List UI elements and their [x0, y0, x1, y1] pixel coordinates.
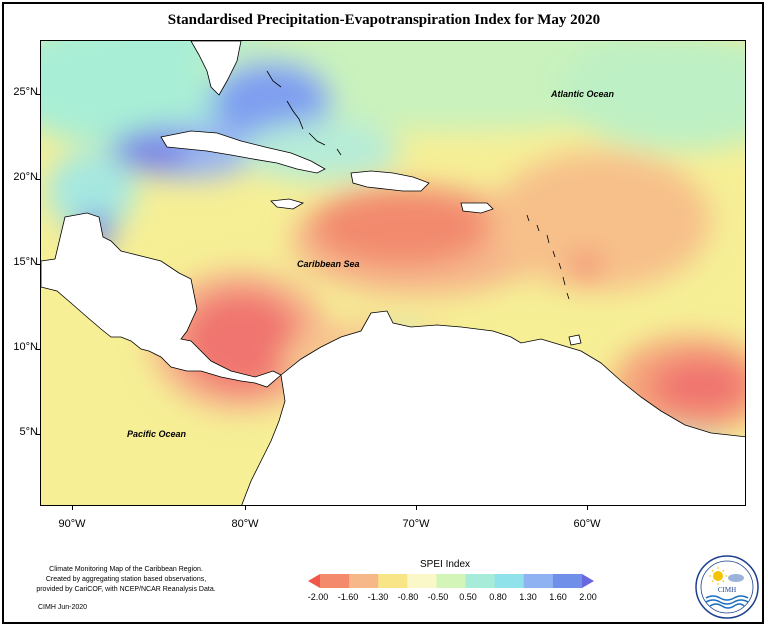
- footnote-date: CIMH Jun-2020: [38, 604, 88, 611]
- lon-tick: [416, 506, 417, 510]
- footnote-line: provided by CariCOF, with NCEP/NCAR Rean…: [36, 586, 216, 593]
- lon-tick: [72, 506, 73, 510]
- legend-tick-label: -1.60: [337, 592, 359, 602]
- legend-tick-label: 2.00: [579, 592, 597, 602]
- legend-swatch: [349, 574, 379, 588]
- legend-swatch: [523, 574, 554, 588]
- lat-tick: [36, 349, 40, 350]
- legend-tick-labels: -2.00 -1.60 -1.30 -0.80 -0.50 0.50 0.80 1.30 1.6…: [308, 592, 597, 604]
- legend-tick-label: -1.30: [367, 592, 389, 602]
- lat-tick: [36, 434, 40, 435]
- lon-tick: [587, 506, 588, 510]
- legend-swatch: [494, 574, 525, 588]
- lat-label-15n: 15°N: [13, 256, 38, 268]
- lon-label-60w: 60°W: [573, 518, 601, 530]
- lat-tick: [36, 94, 40, 95]
- legend-swatch: [320, 574, 350, 588]
- legend-tick-label: 1.60: [549, 592, 567, 602]
- legend-tick-label: -2.00: [307, 592, 329, 602]
- lon-label-70w: 70°W: [402, 518, 430, 530]
- atlantic-ocean-label: Atlantic Ocean: [551, 89, 615, 99]
- lat-label-20n: 20°N: [13, 171, 38, 183]
- footnote: Climate Monitoring Map of the Caribbean …: [16, 565, 236, 595]
- legend-tick-label: -0.80: [397, 592, 419, 602]
- pacific-ocean-label: Pacific Ocean: [127, 429, 187, 439]
- lat-label-5n: 5°N: [19, 426, 38, 438]
- caribbean-sea-label: Caribbean Sea: [297, 259, 360, 269]
- legend-swatch: [552, 574, 583, 588]
- logo-text: CIMH: [718, 586, 736, 594]
- legend-swatch: [378, 574, 408, 588]
- lat-label-10n: 10°N: [13, 341, 38, 353]
- legend-swatch: [407, 574, 437, 588]
- legend-arrow-low: [308, 574, 320, 588]
- legend-swatch: [436, 574, 467, 588]
- lon-label-90w: 90°W: [58, 518, 86, 530]
- lon-label-80w: 80°W: [231, 518, 259, 530]
- legend-swatch: [465, 574, 496, 588]
- legend-colorbar: [308, 574, 594, 588]
- legend-tick-label: 0.50: [459, 592, 477, 602]
- legend-title: SPEI Index: [420, 559, 471, 570]
- legend-swatches: [308, 574, 594, 588]
- spei-field: [41, 41, 745, 505]
- legend-arrow-high: [582, 574, 594, 588]
- footnote-line: Climate Monitoring Map of the Caribbean …: [49, 566, 203, 573]
- legend-tick-label: 1.30: [519, 592, 537, 602]
- cimh-logo: CIMH: [695, 555, 759, 619]
- lon-tick: [245, 506, 246, 510]
- lat-tick: [36, 179, 40, 180]
- spei-map: Atlantic Ocean Caribbean Sea Pacific Oce…: [40, 40, 746, 506]
- footnote-line: Created by aggregating station based obs…: [45, 576, 207, 583]
- legend-tick-label: -0.50: [427, 592, 449, 602]
- map-title: Standardised Precipitation-Evapotranspir…: [167, 12, 601, 28]
- legend-tick-label: 0.80: [489, 592, 507, 602]
- lat-tick: [36, 264, 40, 265]
- lat-label-25n: 25°N: [13, 86, 38, 98]
